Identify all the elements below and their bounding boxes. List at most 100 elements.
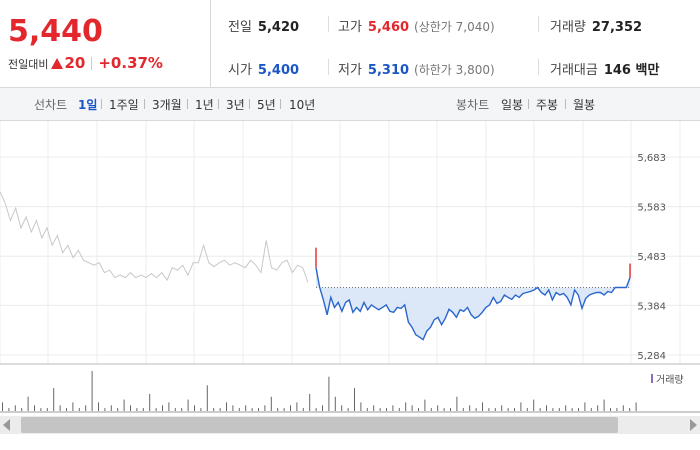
volume-bar xyxy=(507,408,509,411)
volume-bar xyxy=(162,405,163,411)
divider xyxy=(218,99,219,109)
change-label: 전일대비 xyxy=(8,58,49,71)
amount-value: 146 백만 xyxy=(603,63,660,78)
volume-bar xyxy=(392,405,394,411)
volume-bar xyxy=(635,402,637,411)
divider xyxy=(328,16,329,32)
up-triangle-icon xyxy=(51,58,64,69)
volume-label: 거래량 xyxy=(550,20,586,35)
divider xyxy=(538,16,539,32)
volume-bar xyxy=(597,405,599,411)
volume-bar xyxy=(130,405,131,411)
y-tick-label: 5,384 xyxy=(637,301,666,312)
volume-bar xyxy=(546,405,547,411)
volume-bar xyxy=(366,408,368,411)
volume-bar xyxy=(123,399,125,411)
prev-close-value: 5,420 xyxy=(257,20,300,35)
open-value: 5,400 xyxy=(257,63,300,78)
price-chart-svg: 5,683 5,583 5,483 5,384 5,284 거래량 xyxy=(0,121,700,413)
volume-bar xyxy=(168,402,170,411)
volume-bar xyxy=(66,408,67,411)
divider xyxy=(187,99,188,109)
volume-bar xyxy=(584,402,586,411)
volume-bar xyxy=(443,408,445,411)
line-chart-label: 선차트 xyxy=(34,98,68,112)
price-stats: 전일 5,420 고가 5,460 (상한가 7,040) 거래량 27,352 시가 5… xyxy=(210,0,700,87)
range-tab-1d[interactable]: 1일 xyxy=(78,98,98,112)
high-value: 5,460 xyxy=(367,20,410,35)
volume-bar xyxy=(590,408,592,411)
volume-bar xyxy=(450,408,451,411)
volume-bar xyxy=(104,408,106,411)
prev-day-line xyxy=(0,191,309,283)
volume-bar xyxy=(424,399,426,411)
current-price: 5,440 xyxy=(8,14,103,49)
volume-bar xyxy=(219,408,221,411)
volume-legend-label: 거래량 xyxy=(656,374,684,386)
range-tab-3m[interactable]: 3개월 xyxy=(152,98,182,112)
range-tab-1y[interactable]: 1년 xyxy=(195,98,214,112)
volume-bar xyxy=(72,402,74,411)
scroll-right-icon[interactable] xyxy=(690,419,697,431)
volume-bar xyxy=(91,371,93,411)
volume-bar xyxy=(142,408,144,411)
high-stat: 고가 5,460 (상한가 7,040) xyxy=(338,16,495,35)
volume-bar xyxy=(520,402,522,411)
candle-tab-daily[interactable]: 일봉 xyxy=(501,98,524,112)
volume-bar xyxy=(232,405,234,411)
volume-bar xyxy=(181,408,183,411)
volume-bar xyxy=(488,408,490,411)
volume-bar xyxy=(578,408,579,411)
volume-bar xyxy=(494,408,496,411)
volume-bar xyxy=(347,408,349,411)
today-fill-area xyxy=(316,267,630,340)
divider xyxy=(280,99,281,109)
volume-bar xyxy=(360,402,362,411)
change-percent: +0.37% xyxy=(98,54,163,72)
price-summary: 5,440 전일대비 20 +0.37% xyxy=(0,0,211,87)
volume-bar xyxy=(46,408,48,411)
range-tab-5y[interactable]: 5년 xyxy=(257,98,276,112)
volume-bar xyxy=(174,408,176,411)
volume-bar xyxy=(206,385,208,411)
y-tick-label: 5,683 xyxy=(637,153,666,164)
chart-scrollbar[interactable] xyxy=(0,414,700,436)
volume-bar xyxy=(552,408,554,411)
divider xyxy=(565,99,566,109)
volume-bar xyxy=(136,408,138,411)
volume-bar xyxy=(616,408,618,411)
volume-bar xyxy=(270,396,272,411)
volume-bar xyxy=(226,402,227,411)
open-label: 시가 xyxy=(228,63,252,78)
volume-bar xyxy=(437,405,439,411)
volume-bar xyxy=(251,408,253,411)
change-row: 전일대비 20 +0.37% xyxy=(8,54,163,72)
volume-bar xyxy=(309,393,311,411)
low-value: 5,310 xyxy=(367,63,410,78)
scrollbar-thumb[interactable] xyxy=(21,417,618,433)
price-chart: 5,683 5,583 5,483 5,384 5,284 거래량 xyxy=(0,121,700,450)
volume-bar xyxy=(264,405,266,411)
chart-toolbar: 선차트 1일 1주일 3개월 1년 3년 5년 10년 봉차트 일봉 주봉 월봉 xyxy=(0,88,700,121)
volume-bar xyxy=(14,405,16,411)
price-header: 5,440 전일대비 20 +0.37% 전일 5,420 고가 5,460 (상한가 7… xyxy=(0,0,700,88)
volume-bar xyxy=(328,376,330,411)
range-tab-3y[interactable]: 3년 xyxy=(226,98,245,112)
range-tab-1w[interactable]: 1주일 xyxy=(109,98,139,112)
volume-bar xyxy=(302,408,304,411)
lower-limit: (하한가 3,800) xyxy=(414,63,495,77)
upper-limit: (상한가 7,040) xyxy=(414,20,495,34)
range-tab-10y[interactable]: 10년 xyxy=(289,98,316,112)
scroll-left-icon[interactable] xyxy=(3,419,10,431)
volume-bar xyxy=(238,408,240,411)
candle-tab-weekly[interactable]: 주봉 xyxy=(536,98,559,112)
divider xyxy=(144,99,145,109)
volume-bar xyxy=(200,408,202,411)
candle-tab-monthly[interactable]: 월봉 xyxy=(573,98,596,112)
volume-bar xyxy=(245,405,247,411)
volume-bar xyxy=(110,405,112,411)
volume-bar xyxy=(603,399,605,411)
volume-bar xyxy=(379,408,381,411)
prev-close-stat: 전일 5,420 xyxy=(228,16,299,35)
y-tick-label: 5,483 xyxy=(637,252,666,263)
